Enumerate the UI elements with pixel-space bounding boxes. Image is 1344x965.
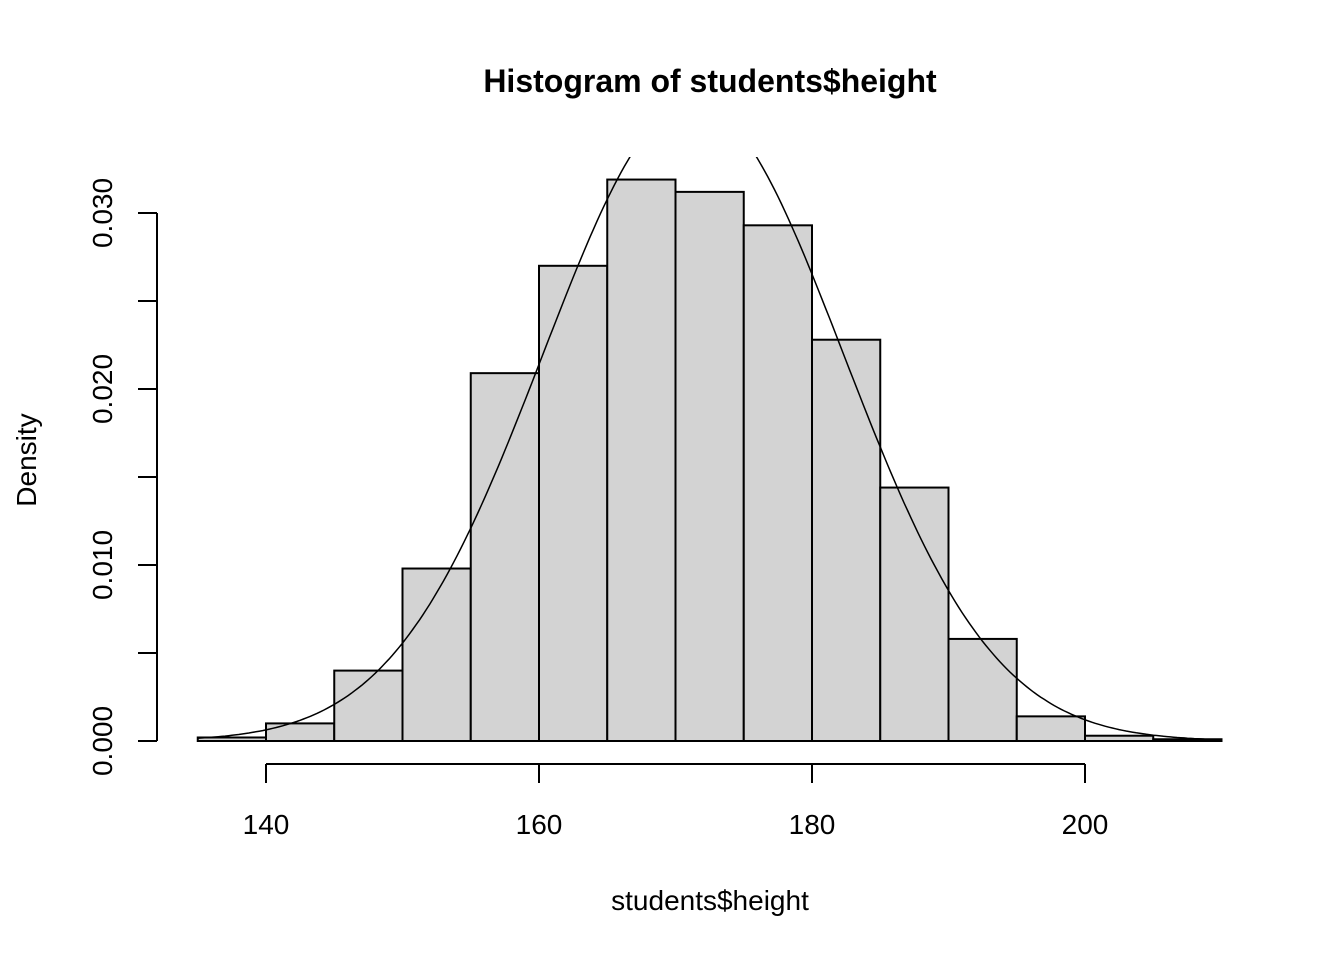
x-tick-label: 200 bbox=[1062, 809, 1109, 840]
x-tick-label: 140 bbox=[243, 809, 290, 840]
y-tick-label: 0.010 bbox=[87, 530, 118, 600]
x-tick-label: 180 bbox=[789, 809, 836, 840]
histogram-bar bbox=[742, 224, 813, 742]
histogram-bar bbox=[947, 637, 1018, 742]
histogram-bar bbox=[1015, 715, 1086, 742]
histogram-bar bbox=[265, 722, 336, 743]
y-axis-label: Density bbox=[11, 413, 42, 506]
chart-title: Histogram of students$height bbox=[483, 63, 937, 99]
histogram-bar bbox=[674, 190, 745, 742]
histogram-bar bbox=[333, 669, 404, 742]
x-axis: 140 160 180 200 bbox=[243, 763, 1109, 840]
x-axis-label: students$height bbox=[611, 885, 809, 916]
histogram-bar bbox=[401, 567, 472, 743]
x-tick-label: 160 bbox=[516, 809, 563, 840]
y-axis: 0.000 0.010 0.020 0.030 bbox=[87, 178, 158, 776]
y-tick-label: 0.030 bbox=[87, 178, 118, 248]
histogram-bar bbox=[606, 178, 677, 742]
bars bbox=[196, 178, 1223, 743]
histogram-bar bbox=[469, 372, 540, 742]
histogram-bar bbox=[1084, 734, 1155, 742]
y-tick-label: 0.020 bbox=[87, 354, 118, 424]
histogram-bar bbox=[1152, 738, 1223, 742]
density-curve bbox=[197, 157, 1222, 741]
y-tick-label: 0.000 bbox=[87, 706, 118, 776]
histogram-bar bbox=[811, 338, 882, 742]
histogram-bar bbox=[879, 486, 950, 742]
